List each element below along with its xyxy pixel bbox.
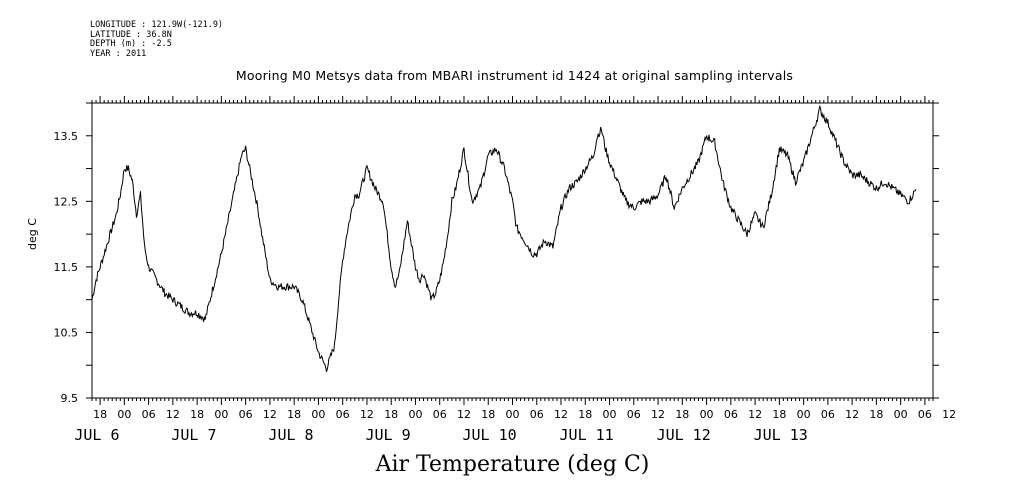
x-tick-label: 12 <box>554 408 568 421</box>
x-tick-label: 18 <box>190 408 204 421</box>
plot-frame <box>91 102 934 399</box>
x-tick-label: 06 <box>627 408 641 421</box>
x-tick-label: 18 <box>675 408 689 421</box>
x-tick-label: 06 <box>530 408 544 421</box>
x-tick-label: 00 <box>117 408 131 421</box>
x-day-label: JUL 6 <box>74 426 119 444</box>
x-tick-label: 18 <box>772 408 786 421</box>
x-tick-label: 00 <box>506 408 520 421</box>
latitude-text: LATITUDE : 36.8N <box>90 29 172 40</box>
x-tick-label: 06 <box>821 408 835 421</box>
y-tick-label: 12.5 <box>54 195 79 208</box>
x-day-label: JUL 12 <box>657 426 711 444</box>
x-tick-label: 12 <box>360 408 374 421</box>
x-day-label: JUL 9 <box>365 426 410 444</box>
x-tick-label: 12 <box>748 408 762 421</box>
y-axis-label: deg C <box>26 218 39 250</box>
x-tick-label: 18 <box>869 408 883 421</box>
longitude-text: LONGITUDE : 121.9W(-121.9) <box>90 20 224 30</box>
x-tick-label: 00 <box>700 408 714 421</box>
x-tick-label: 06 <box>433 408 447 421</box>
year-text: YEAR : 2011 <box>90 48 147 59</box>
x-tick-label: 06 <box>724 408 738 421</box>
chart-title: Mooring M0 Metsys data from MBARI instru… <box>235 68 794 83</box>
x-day-label: JUL 7 <box>171 426 216 444</box>
x-tick-label: 12 <box>942 408 956 421</box>
x-tick-label: 00 <box>214 408 228 421</box>
x-tick-label: 12 <box>166 408 180 421</box>
x-tick-label: 12 <box>457 408 471 421</box>
y-tick-label: 11.5 <box>54 261 79 274</box>
x-tick-label: 00 <box>311 408 325 421</box>
x-tick-label: 00 <box>603 408 617 421</box>
air-temperature-line <box>91 104 917 372</box>
x-tick-label: 18 <box>384 408 398 421</box>
y-tick-label: 10.5 <box>54 326 79 339</box>
x-tick-label: 18 <box>93 408 107 421</box>
y-tick-label: 13.5 <box>54 130 79 143</box>
x-tick-label: 00 <box>408 408 422 421</box>
x-day-label: JUL 11 <box>560 426 614 444</box>
depth-text: DEPTH (m) : -2.5 <box>90 39 172 49</box>
metadata-block: LONGITUDE : 121.9W(-121.9) LATITUDE : 36… <box>90 20 224 59</box>
x-tick-label: 18 <box>287 408 301 421</box>
x-day-label: JUL 10 <box>463 426 517 444</box>
x-tick-label: 06 <box>336 408 350 421</box>
y-tick-label: 9.5 <box>61 392 79 405</box>
x-tick-label: 00 <box>894 408 908 421</box>
x-tick-label: 12 <box>845 408 859 421</box>
x-tick-label: 06 <box>918 408 932 421</box>
x-tick-label: 18 <box>481 408 495 421</box>
x-tick-label: 18 <box>578 408 592 421</box>
x-tick-label: 00 <box>797 408 811 421</box>
bottom-chart-title: Air Temperature (deg C) <box>375 452 650 477</box>
x-tick-label: 06 <box>142 408 156 421</box>
x-day-label: JUL 8 <box>268 426 313 444</box>
x-day-label: JUL 13 <box>754 426 808 444</box>
x-tick-label: 12 <box>263 408 277 421</box>
x-tick-label: 12 <box>651 408 665 421</box>
x-tick-label: 06 <box>239 408 253 421</box>
